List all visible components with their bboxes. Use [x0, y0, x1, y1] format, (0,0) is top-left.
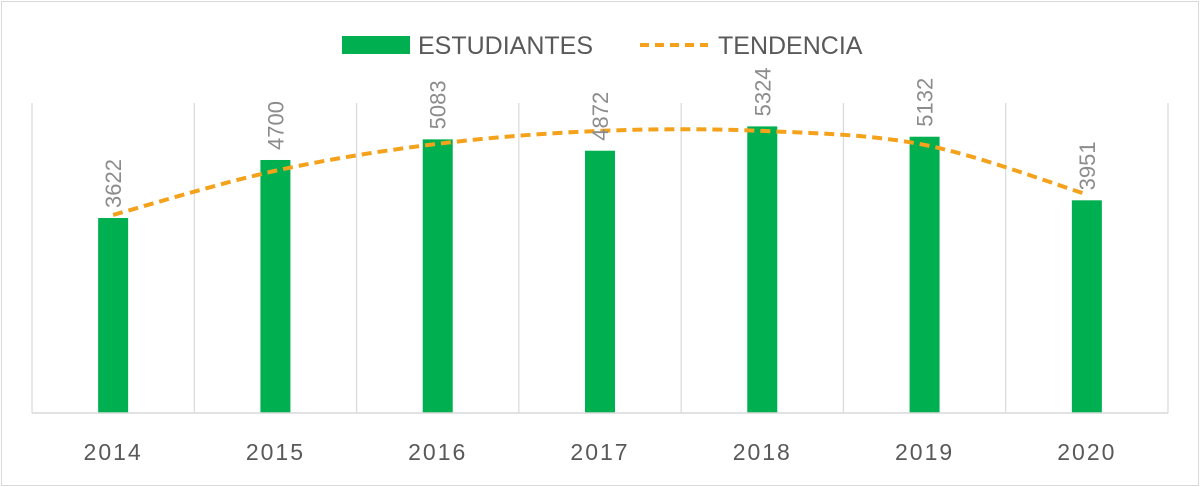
- legend-label-tendencia: TENDENCIA: [718, 32, 863, 60]
- x-tick-2016: 2016: [408, 439, 467, 465]
- bar-series-estudiantes: [98, 126, 1102, 414]
- bar-2015: [260, 159, 291, 413]
- data-label-2014: 3622: [101, 159, 126, 208]
- trend-line-tendencia: [112, 127, 1088, 217]
- legend-label-estudiantes: ESTUDIANTES: [418, 32, 593, 60]
- bar-2017: [585, 150, 615, 413]
- gridlines: [31, 103, 1169, 413]
- legend-swatch-estudiantes: [342, 36, 410, 54]
- x-axis-tick-labels: 2014 2015 2016 2017 2018 2019 2020: [84, 439, 1116, 465]
- bar-2016: [422, 139, 453, 413]
- bar-2019: [909, 136, 940, 413]
- data-label-2019: 5132: [913, 78, 938, 127]
- data-label-2015: 4700: [263, 101, 288, 150]
- data-label-2020: 3951: [1075, 141, 1100, 190]
- bar-2018: [747, 126, 778, 414]
- x-tick-2017: 2017: [570, 439, 629, 465]
- x-tick-2019: 2019: [895, 439, 954, 465]
- bar-2014: [98, 218, 129, 413]
- data-label-2016: 5083: [426, 80, 451, 129]
- x-tick-2020: 2020: [1057, 439, 1116, 465]
- bar-2020: [1071, 200, 1102, 413]
- x-tick-2018: 2018: [733, 439, 792, 465]
- x-tick-2015: 2015: [246, 439, 305, 465]
- data-label-2017: 4872: [588, 92, 613, 141]
- x-tick-2014: 2014: [84, 439, 143, 465]
- data-label-2018: 5324: [750, 67, 775, 116]
- data-labels: 3622 4700 5083 4872 5324 5132 3951: [101, 67, 1100, 208]
- legend: ESTUDIANTES TENDENCIA: [342, 32, 863, 60]
